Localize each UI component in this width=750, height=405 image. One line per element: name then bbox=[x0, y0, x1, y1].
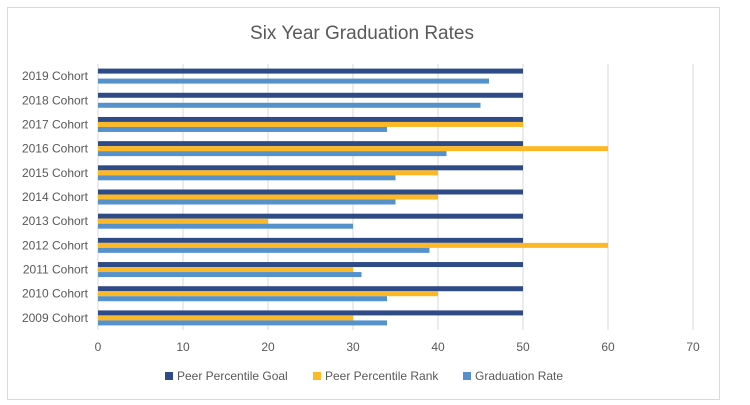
bar-graduation-rate bbox=[98, 151, 447, 157]
bar-graduation-rate bbox=[98, 296, 387, 302]
x-tick-label: 40 bbox=[431, 340, 445, 354]
bar-peer-percentile-rank bbox=[98, 218, 268, 224]
y-category-label: 2015 Cohort bbox=[22, 166, 89, 180]
bar-graduation-rate bbox=[98, 126, 387, 132]
bar-peer-percentile-goal bbox=[98, 116, 523, 122]
bar-graduation-rate bbox=[98, 199, 396, 205]
x-tick-label: 30 bbox=[346, 340, 360, 354]
legend-swatch bbox=[463, 372, 471, 380]
bar-peer-percentile-rank bbox=[98, 267, 353, 273]
legend-swatch bbox=[313, 372, 321, 380]
bar-graduation-rate bbox=[98, 247, 430, 253]
bar-peer-percentile-goal bbox=[98, 262, 523, 268]
bar-peer-percentile-goal bbox=[98, 237, 523, 243]
x-tick-label: 70 bbox=[686, 340, 700, 354]
bar-peer-percentile-goal bbox=[98, 165, 523, 171]
bar-peer-percentile-rank bbox=[98, 242, 608, 248]
bar-graduation-rate bbox=[98, 78, 489, 84]
x-tick-label: 50 bbox=[516, 340, 530, 354]
y-category-label: 2012 Cohort bbox=[22, 238, 89, 252]
bar-peer-percentile-goal bbox=[98, 141, 523, 147]
y-category-label: 2009 Cohort bbox=[22, 311, 89, 325]
y-category-label: 2016 Cohort bbox=[22, 142, 89, 156]
bar-peer-percentile-goal bbox=[98, 310, 523, 316]
y-category-label: 2011 Cohort bbox=[23, 263, 89, 277]
y-category-label: 2018 Cohort bbox=[22, 93, 89, 107]
x-tick-label: 20 bbox=[261, 340, 275, 354]
bar-peer-percentile-rank bbox=[98, 121, 523, 127]
legend-label: Peer Percentile Rank bbox=[325, 369, 439, 383]
bar-graduation-rate bbox=[98, 102, 481, 108]
y-category-label: 2017 Cohort bbox=[22, 117, 89, 131]
chart-title: Six Year Graduation Rates bbox=[250, 23, 474, 44]
bar-peer-percentile-goal bbox=[98, 68, 523, 74]
bar-peer-percentile-rank bbox=[98, 194, 438, 200]
bar-peer-percentile-rank bbox=[98, 291, 438, 297]
bar-peer-percentile-rank bbox=[98, 146, 608, 152]
bar-peer-percentile-goal bbox=[98, 189, 523, 195]
bar-peer-percentile-goal bbox=[98, 92, 523, 98]
y-category-label: 2013 Cohort bbox=[22, 214, 89, 228]
bar-graduation-rate bbox=[98, 175, 396, 181]
bar-peer-percentile-rank bbox=[98, 170, 438, 176]
bar-peer-percentile-goal bbox=[98, 213, 523, 219]
legend-swatch bbox=[165, 372, 173, 380]
bar-graduation-rate bbox=[98, 223, 353, 229]
bar-peer-percentile-goal bbox=[98, 286, 523, 292]
x-tick-label: 0 bbox=[95, 340, 102, 354]
legend-label: Peer Percentile Goal bbox=[177, 369, 288, 383]
y-category-label: 2019 Cohort bbox=[22, 69, 89, 83]
bar-peer-percentile-rank bbox=[98, 315, 353, 321]
bar-graduation-rate bbox=[98, 272, 362, 278]
x-tick-label: 60 bbox=[601, 340, 615, 354]
x-tick-label: 10 bbox=[176, 340, 190, 354]
y-category-label: 2014 Cohort bbox=[22, 190, 89, 204]
y-category-label: 2010 Cohort bbox=[22, 287, 89, 301]
bar-graduation-rate bbox=[98, 320, 387, 326]
legend-label: Graduation Rate bbox=[475, 369, 563, 383]
